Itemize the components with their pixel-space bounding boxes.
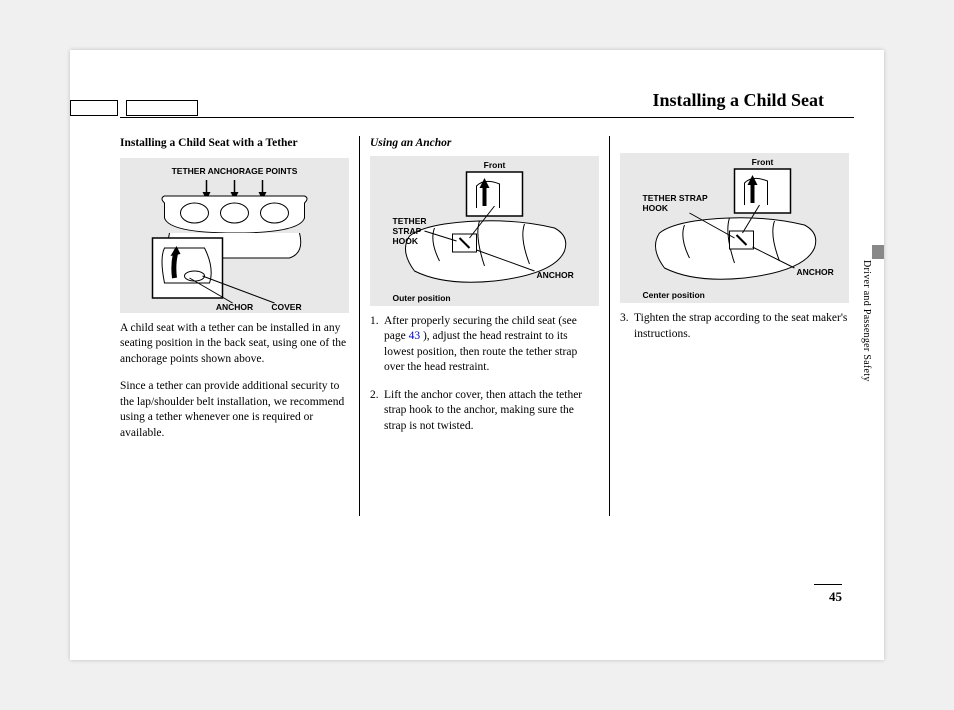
manual-page: Installing a Child Seat Installing a Chi…	[70, 50, 884, 660]
step-text: Tighten the strap according to the seat …	[634, 311, 849, 342]
diagram-label: ANCHOR	[797, 267, 834, 277]
paragraph: A child seat with a tether can be instal…	[120, 321, 349, 368]
content-columns: Installing a Child Seat with a Tether TE…	[120, 136, 854, 516]
diagram-label: Front	[484, 160, 506, 170]
section-side-tab: Driver and Passenger Safety	[861, 260, 872, 382]
diagram-label: ANCHOR	[537, 270, 574, 280]
center-position-diagram: Front	[620, 153, 849, 303]
diagram-label: TETHER STRAPHOOK	[643, 193, 709, 213]
tether-anchorage-diagram: TETHER ANCHORAGE POINTS	[120, 158, 349, 313]
step-3: 3. Tighten the strap according to the se…	[620, 311, 849, 342]
placeholder-box	[70, 100, 118, 116]
diagram-label: Center position	[643, 290, 705, 300]
diagram-label: Front	[752, 157, 774, 167]
step-2: 2. Lift the anchor cover, then attach th…	[370, 388, 599, 435]
column-3: Front	[610, 136, 854, 516]
diagram-label: Outer position	[393, 293, 451, 303]
side-tab-marker	[872, 245, 884, 259]
placeholder-box	[126, 100, 198, 116]
diagram-label: TETHER ANCHORAGE POINTS	[172, 166, 298, 176]
step-1: 1. After properly securing the child sea…	[370, 314, 599, 376]
step-number: 2.	[370, 388, 384, 435]
page-number: 45	[814, 584, 842, 605]
page-title: Installing a Child Seat	[120, 90, 854, 118]
diagram-label: ANCHOR	[216, 302, 253, 312]
column-2: Using an Anchor Front	[360, 136, 610, 516]
page-link[interactable]: 43	[409, 330, 421, 342]
outer-position-diagram: Front	[370, 156, 599, 306]
diagram-label: COVER	[271, 302, 301, 312]
column-1: Installing a Child Seat with a Tether TE…	[120, 136, 360, 516]
step-text: After properly securing the child seat (…	[384, 314, 599, 376]
top-placeholder-boxes	[70, 100, 198, 116]
step-number: 3.	[620, 311, 634, 342]
section-heading: Installing a Child Seat with a Tether	[120, 136, 349, 152]
step-number: 1.	[370, 314, 384, 376]
sub-heading: Using an Anchor	[370, 136, 599, 152]
paragraph: Since a tether can provide additional se…	[120, 379, 349, 441]
step-text: Lift the anchor cover, then attach the t…	[384, 388, 599, 435]
